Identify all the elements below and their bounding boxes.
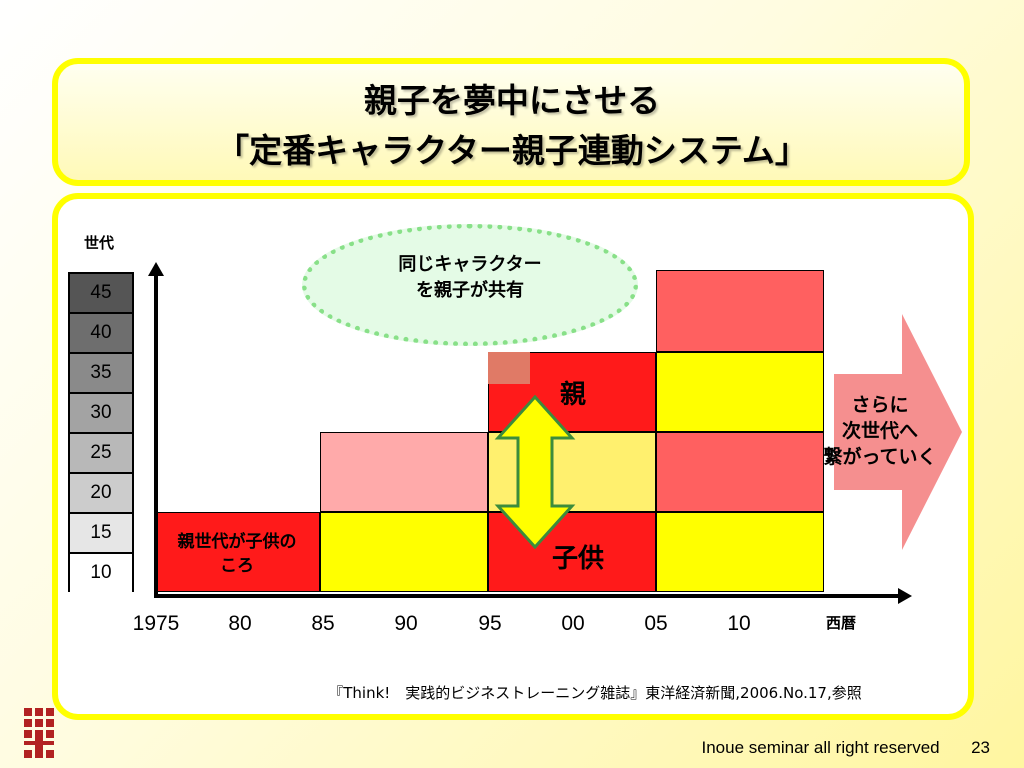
timeline-block bbox=[656, 432, 824, 512]
timeline-block bbox=[656, 352, 824, 432]
x-tick-label: 10 bbox=[727, 612, 751, 635]
timeline-block bbox=[656, 270, 824, 352]
y-axis-arrowhead bbox=[148, 262, 164, 276]
timeline-block bbox=[656, 512, 824, 592]
x-tick-label: 90 bbox=[394, 612, 418, 635]
page-number: 23 bbox=[971, 738, 990, 757]
x-axis-arrowhead bbox=[898, 588, 912, 604]
generation-cell: 20 bbox=[70, 474, 132, 514]
x-tick-label: 05 bbox=[644, 612, 668, 635]
citation: 『Think! 実践的ビジネストレーニング雑誌』東洋経済新聞,2006.No.1… bbox=[328, 684, 862, 702]
double-arrow bbox=[494, 394, 576, 550]
title-box bbox=[52, 58, 970, 186]
seminar-logo bbox=[24, 708, 54, 758]
bubble-text: 同じキャラクター を親子が共有 bbox=[302, 252, 638, 304]
timeline-block bbox=[320, 432, 488, 512]
y-axis-line bbox=[154, 270, 158, 598]
child-label: 子供 bbox=[551, 544, 604, 574]
child-era-label-line1: 親世代が子供の bbox=[177, 532, 297, 552]
generation-cell: 40 bbox=[70, 314, 132, 354]
x-tick-label: 00 bbox=[561, 612, 585, 635]
generation-scale: 45 40 35 30 25 20 15 10 bbox=[68, 272, 134, 594]
next-line1: さらに bbox=[851, 394, 909, 416]
footer-text: Inoue seminar all right reserved bbox=[701, 738, 940, 757]
generation-cell: 15 bbox=[70, 514, 132, 554]
x-tick-label: 95 bbox=[478, 612, 502, 635]
generation-axis-label: 世代 bbox=[84, 234, 115, 252]
slide-title-line2: 「定番キャラクター親子連動システム」 bbox=[216, 131, 808, 170]
footer: Inoue seminar all right reserved 23 bbox=[701, 738, 990, 758]
child-era-label-line2: ころ bbox=[220, 556, 254, 576]
child-era-block bbox=[156, 512, 320, 592]
x-tick-label: 85 bbox=[311, 612, 335, 635]
bubble-overlap bbox=[488, 352, 530, 384]
x-axis-line bbox=[154, 594, 902, 598]
bubble-line1: 同じキャラクター bbox=[398, 254, 542, 275]
generation-cell: 10 bbox=[70, 554, 132, 594]
generation-cell: 25 bbox=[70, 434, 132, 474]
timeline-block bbox=[320, 512, 488, 592]
next-generation-arrow-shape bbox=[834, 314, 962, 550]
next-line2: 次世代へ bbox=[841, 420, 918, 442]
bubble-line2: を親子が共有 bbox=[416, 280, 524, 301]
parent-label: 親 bbox=[559, 380, 586, 410]
shared-character-bubble bbox=[302, 224, 638, 346]
double-arrow-shape bbox=[494, 394, 576, 550]
child-era-label: 親世代が子供の ころ bbox=[154, 530, 320, 578]
next-generation-arrow bbox=[834, 314, 962, 550]
x-tick-label: 80 bbox=[228, 612, 252, 635]
generation-cell: 35 bbox=[70, 354, 132, 394]
slide-title-line1: 親子を夢中にさせる bbox=[363, 81, 661, 120]
next-line3: 繋がっていく bbox=[823, 446, 937, 468]
generation-cell: 45 bbox=[70, 274, 132, 314]
x-axis-label: 西暦 bbox=[826, 614, 857, 632]
timeline-block bbox=[488, 432, 656, 512]
generation-cell: 30 bbox=[70, 394, 132, 434]
x-tick-label: 1975 bbox=[132, 612, 180, 635]
next-generation-text: さらに 次世代へ 繋がっていく bbox=[800, 392, 960, 470]
